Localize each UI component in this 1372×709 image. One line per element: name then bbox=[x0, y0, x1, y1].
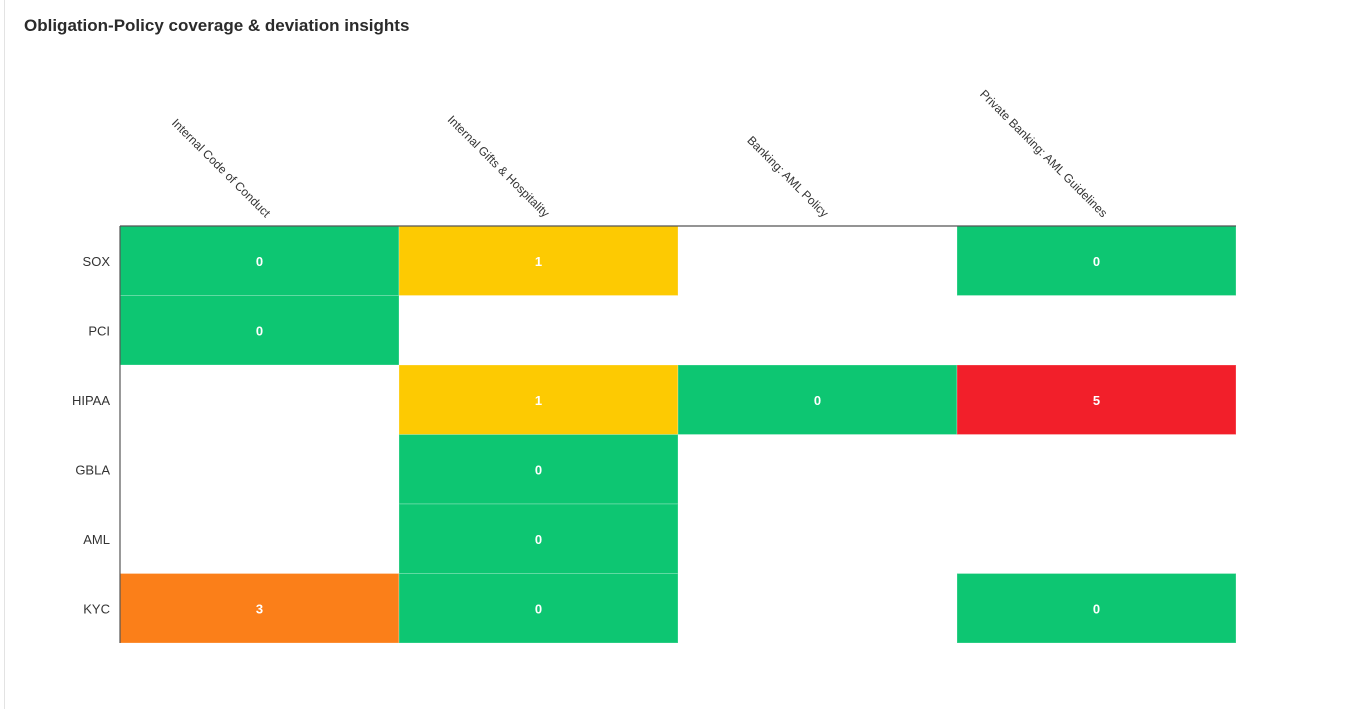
cell-value-label: 0 bbox=[256, 254, 263, 269]
heatmap-cell bbox=[956, 573, 1237, 644]
heatmap-cell bbox=[956, 225, 1237, 296]
row-label-gbla: GBLA bbox=[75, 462, 110, 477]
cell-value-label: 1 bbox=[535, 254, 542, 269]
column-label: Internal Code of Conduct bbox=[169, 116, 274, 221]
heatmap-cell bbox=[677, 364, 958, 435]
cell-value-label: 1 bbox=[535, 393, 542, 408]
cell-value-label: 0 bbox=[535, 601, 542, 616]
panel-left-border bbox=[4, 0, 5, 709]
cell-value-label: 0 bbox=[535, 532, 542, 547]
cell-value-label: 0 bbox=[1093, 601, 1100, 616]
row-label-sox: SOX bbox=[83, 254, 111, 269]
row-label-pci: PCI bbox=[88, 323, 110, 338]
heatmap-cell bbox=[956, 364, 1237, 435]
column-label: Internal Gifts & Hospitality bbox=[445, 113, 553, 221]
column-label: Private Banking: AML Guidelines bbox=[977, 87, 1110, 220]
row-label-aml: AML bbox=[83, 532, 110, 547]
heatmap-cell bbox=[398, 573, 679, 644]
row-label-hipaa: HIPAA bbox=[72, 393, 110, 408]
heatmap-cell bbox=[398, 503, 679, 574]
row-label-kyc: KYC bbox=[83, 601, 110, 616]
cell-value-label: 0 bbox=[256, 323, 263, 338]
cell-value-label: 0 bbox=[1093, 254, 1100, 269]
chart-title: Obligation-Policy coverage & deviation i… bbox=[24, 16, 410, 35]
heatmap-cell bbox=[119, 573, 400, 644]
cell-value-label: 0 bbox=[535, 462, 542, 477]
cell-value-label: 0 bbox=[814, 393, 821, 408]
column-label: Banking: AML Policy bbox=[744, 133, 831, 220]
heatmap-cell bbox=[119, 295, 400, 366]
cell-value-label: 3 bbox=[256, 601, 263, 616]
cell-value-label: 5 bbox=[1093, 393, 1100, 408]
